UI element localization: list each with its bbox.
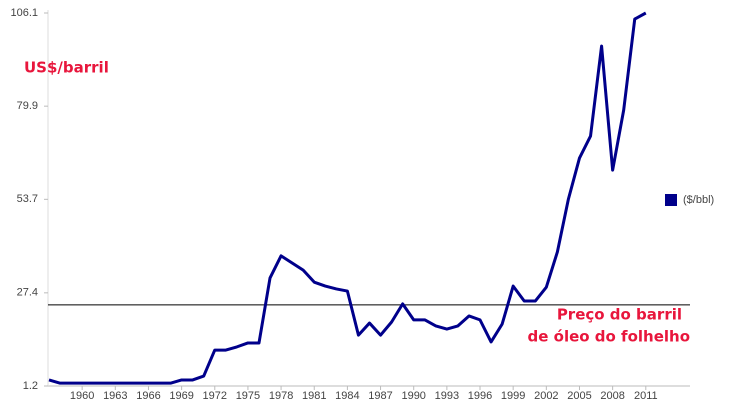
x-tick-label: 1972 [203, 390, 227, 402]
y-tick-label: 79.9 [17, 100, 38, 112]
x-tick-label: 1963 [103, 390, 127, 402]
line-annotation: Preço do barril [557, 306, 682, 324]
y-tick-label: 53.7 [17, 193, 38, 205]
x-tick-label: 1978 [269, 390, 293, 402]
x-tick-label: 1996 [468, 390, 492, 402]
legend-swatch [665, 194, 677, 206]
x-tick-label: 1993 [435, 390, 459, 402]
x-tick-label: 1999 [501, 390, 525, 402]
x-tick-label: 2005 [567, 390, 591, 402]
x-tick-label: 1984 [335, 390, 359, 402]
data-line [48, 11, 647, 385]
y-tick-label: 27.4 [17, 287, 38, 299]
x-tick-label: 2002 [534, 390, 558, 402]
y-tick-label: 106.1 [10, 7, 38, 19]
x-tick-label: 1960 [70, 390, 94, 402]
legend-label: ($/bbl) [683, 194, 714, 206]
y-annotation: US$/barril [24, 59, 109, 77]
x-tick-label: 1990 [401, 390, 425, 402]
y-tick-label: 1.2 [23, 380, 38, 392]
x-tick-label: 1975 [236, 390, 260, 402]
x-tick-label: 1966 [136, 390, 160, 402]
x-tick-label: 1987 [368, 390, 392, 402]
x-tick-label: 2008 [600, 390, 624, 402]
x-tick-label: 1969 [169, 390, 193, 402]
x-tick-label: 1981 [302, 390, 326, 402]
x-tick-label: 2011 [634, 390, 658, 402]
line-annotation: de óleo do folhelho [528, 328, 691, 346]
